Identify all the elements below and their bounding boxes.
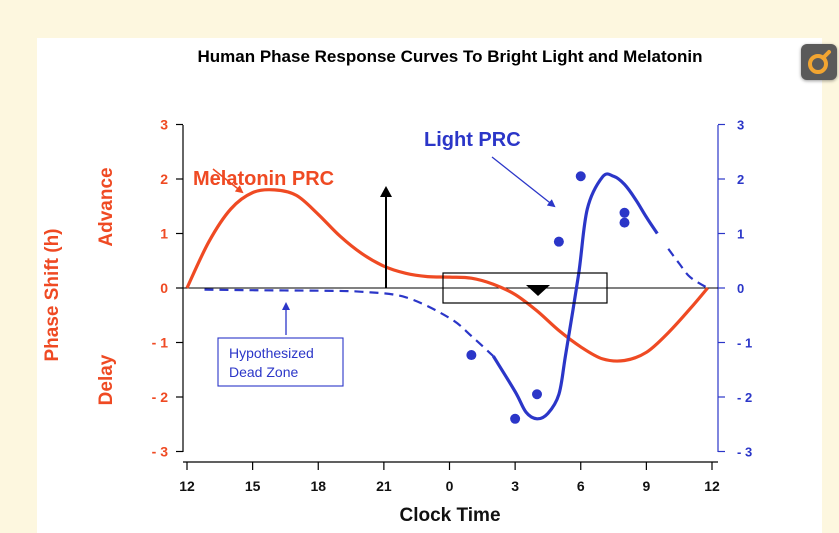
light-prc-dashed-segment-right — [668, 249, 707, 288]
x-tick-label: 15 — [245, 478, 261, 494]
chart-title: Human Phase Response Curves To Bright Li… — [197, 47, 702, 66]
record-icon — [801, 44, 837, 80]
x-axis-title: Clock Time — [399, 505, 500, 526]
x-tick-label: 18 — [310, 478, 326, 494]
light-prc-data-point — [466, 350, 476, 360]
melatonin-prc-label: Melatonin PRC — [193, 168, 334, 190]
light-prc-data-point — [620, 218, 630, 228]
light-prc-data-point — [576, 171, 586, 181]
triangle-marker-icon — [526, 285, 550, 296]
y-tick-label-right: - 2 — [737, 390, 752, 405]
x-tick-label: 9 — [642, 478, 650, 494]
y-tick-label-right: - 3 — [737, 445, 752, 460]
melatonin-prc-line — [187, 190, 708, 361]
y-tick-label-left: - 3 — [152, 444, 169, 460]
light-prc-data-point — [510, 414, 520, 424]
y-tick-label-left: 2 — [160, 171, 168, 187]
y-tick-label-right: 2 — [737, 172, 744, 187]
y-tick-label-right: 3 — [737, 118, 744, 133]
x-tick-label: 3 — [511, 478, 519, 494]
x-tick-label: 6 — [577, 478, 585, 494]
y-tick-label-left: - 2 — [152, 389, 169, 405]
y-tick-label-left: 0 — [160, 280, 168, 296]
light-prc-label: Light PRC — [424, 129, 521, 151]
light-prc-data-point — [620, 208, 630, 218]
dead-zone-label-line2: Dead Zone — [229, 364, 298, 380]
light-label-arrow — [492, 157, 554, 206]
y-tick-label-right: 1 — [737, 227, 744, 242]
y-tick-label-left: 3 — [160, 117, 168, 133]
y-tick-label-right: 0 — [737, 281, 744, 296]
x-tick-label: 12 — [704, 478, 720, 494]
y-axis-advance-label: Advance — [96, 167, 117, 246]
advance-arrowhead — [380, 186, 392, 197]
y-axis-title: Phase Shift (h) — [42, 228, 63, 361]
y-axis-delay-label: Delay — [96, 354, 117, 405]
x-tick-label: 12 — [179, 478, 195, 494]
y-tick-label-left: - 1 — [152, 335, 169, 351]
light-prc-data-point — [554, 237, 564, 247]
y-tick-label-left: 1 — [160, 226, 168, 242]
x-tick-label: 21 — [376, 478, 392, 494]
y-tick-label-right: - 1 — [737, 336, 752, 351]
light-prc-data-point — [532, 389, 542, 399]
media-toggle-button[interactable] — [801, 44, 837, 80]
x-tick-label: 0 — [446, 478, 454, 494]
dead-zone-label-line1: Hypothesized — [229, 345, 314, 361]
